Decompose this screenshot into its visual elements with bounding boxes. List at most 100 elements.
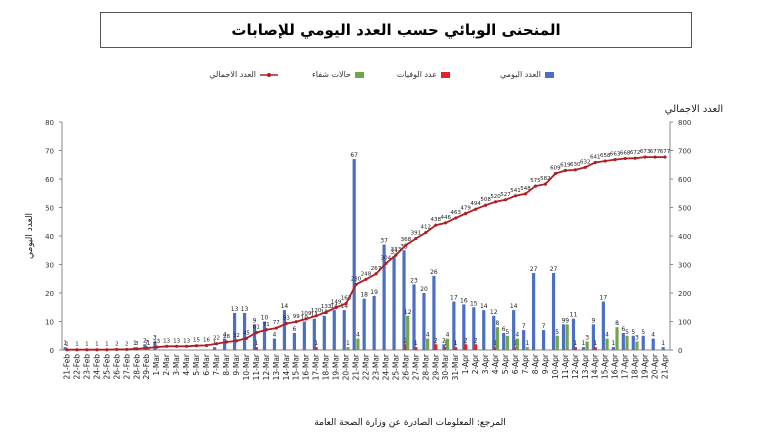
bar-value-label: 11 xyxy=(311,312,319,319)
x-tick-label: 4-Mar xyxy=(182,353,191,376)
chart-plot: 0102030405060708001002003004005006007008… xyxy=(25,104,723,380)
legend-swatch-deaths xyxy=(441,71,450,78)
bar-deaths xyxy=(464,344,468,350)
cumulative-value-label: 438 xyxy=(431,217,442,223)
bar-value-label: 1 xyxy=(661,340,665,347)
bar-daily xyxy=(352,159,356,350)
bar-daily xyxy=(362,298,366,350)
bar-daily xyxy=(502,332,506,350)
cumulative-point xyxy=(464,211,468,216)
bar-daily xyxy=(392,255,396,350)
x-tick-label: 28-Mar xyxy=(421,353,430,380)
cumulative-value-label: 13 xyxy=(173,338,180,344)
bar-deaths xyxy=(254,347,258,350)
bar-recovered xyxy=(495,327,500,350)
x-tick-label: 5-Mar xyxy=(192,353,201,376)
y2-tick-label: 700 xyxy=(678,148,691,156)
bar-daily xyxy=(452,301,456,350)
cumulative-value-label: 641 xyxy=(590,154,601,160)
bar-value-label: 4 xyxy=(426,332,430,339)
cumulative-point xyxy=(474,207,478,211)
y2-tick-label: 500 xyxy=(678,205,691,213)
bar-value-label: 11 xyxy=(570,312,578,319)
cumulative-point xyxy=(344,301,348,306)
bar-daily xyxy=(472,307,476,350)
bar-daily xyxy=(661,347,665,350)
x-tick-label: 14-Apr xyxy=(591,353,600,379)
bar-value-label: 1 xyxy=(63,340,67,347)
bar-value-label: 1 xyxy=(346,340,350,347)
bar-recovered xyxy=(625,335,629,350)
bar-deaths xyxy=(573,347,577,350)
x-tick-label: 24-Feb xyxy=(92,354,101,380)
x-tick-label: 27-Feb xyxy=(122,354,131,380)
x-tick-label: 6-Apr xyxy=(511,353,520,374)
bar-value-label: 8 xyxy=(615,320,619,327)
cumulative-point xyxy=(394,253,398,257)
cumulative-value-label: 673 xyxy=(640,149,651,155)
x-tick-label: 25-Mar xyxy=(391,353,400,380)
bar-value-label: 2 xyxy=(434,337,438,344)
y2-tick-label: 200 xyxy=(678,290,691,298)
cumulative-value-label: 658 xyxy=(600,153,611,159)
bar-value-label: 9 xyxy=(562,317,566,324)
x-tick-label: 29-Mar xyxy=(431,353,440,380)
x-tick-label: 25-Feb xyxy=(102,354,111,380)
bar-recovered xyxy=(346,347,350,350)
cumulative-point xyxy=(364,277,368,281)
cumulative-value-label: 520 xyxy=(490,194,501,200)
x-tick-label: 15-Mar xyxy=(292,353,301,380)
bar-daily xyxy=(432,275,436,350)
bar-value-label: 5 xyxy=(631,329,635,336)
cumulative-point xyxy=(573,168,577,172)
cumulative-value-label: 304 xyxy=(381,255,392,261)
bar-value-label: 2 xyxy=(474,337,478,344)
cumulative-value-label: 2 xyxy=(125,341,129,347)
bar-recovered xyxy=(555,335,559,350)
y-tick-label: 80 xyxy=(45,119,54,127)
bar-value-label: 2 xyxy=(143,337,147,344)
bar-daily xyxy=(611,347,615,350)
bar-value-label: 1 xyxy=(444,340,448,347)
y-tick-label: 70 xyxy=(45,148,54,156)
bar-value-label: 1 xyxy=(514,340,518,347)
cumulative-point xyxy=(165,344,169,348)
x-tick-label: 27-Mar xyxy=(411,353,420,380)
bar-daily xyxy=(223,338,227,350)
x-tick-label: 1-Mar xyxy=(152,353,161,376)
cumulative-point xyxy=(244,336,248,340)
bar-value-label: 1 xyxy=(147,340,151,347)
cumulative-point xyxy=(194,344,199,348)
bar-recovered xyxy=(615,327,619,350)
bar-value-label: 27 xyxy=(550,266,558,273)
x-tick-label: 21-Apr xyxy=(661,353,670,379)
bar-deaths xyxy=(444,347,448,350)
cumulative-value-label: 32 xyxy=(233,333,240,339)
bar-daily xyxy=(532,273,536,350)
bar-recovered xyxy=(635,341,639,350)
x-tick-label: 9-Mar xyxy=(232,353,241,376)
bar-recovered xyxy=(515,338,519,350)
cumulative-point xyxy=(224,340,229,344)
chart-title-box: المنحنى الوبائي حسب العدد اليومي للإصابا… xyxy=(100,12,692,48)
bar-value-label: 9 xyxy=(565,317,569,324)
cumulative-point xyxy=(384,261,388,265)
bar-value-label: 12 xyxy=(404,309,412,316)
cumulative-point xyxy=(204,343,209,348)
x-tick-label: 12-Mar xyxy=(262,353,271,380)
cumulative-point xyxy=(155,345,159,349)
y2-tick-label: 400 xyxy=(678,233,691,241)
x-tick-label: 17-Apr xyxy=(621,353,630,379)
x-tick-label: 20-Apr xyxy=(651,353,660,379)
bar-value-label: 3 xyxy=(585,334,589,341)
bar-value-label: 4 xyxy=(446,332,450,339)
x-tick-label: 7-Apr xyxy=(521,353,530,374)
bar-daily xyxy=(422,293,426,350)
x-tick-label: 13-Mar xyxy=(272,353,281,380)
x-tick-label: 10-Mar xyxy=(242,353,251,380)
cumulative-point xyxy=(354,282,358,287)
bar-deaths xyxy=(493,347,498,350)
cumulative-point xyxy=(424,230,428,235)
bar-value-label: 2 xyxy=(404,337,408,344)
cumulative-value-label: 2 xyxy=(115,341,119,347)
